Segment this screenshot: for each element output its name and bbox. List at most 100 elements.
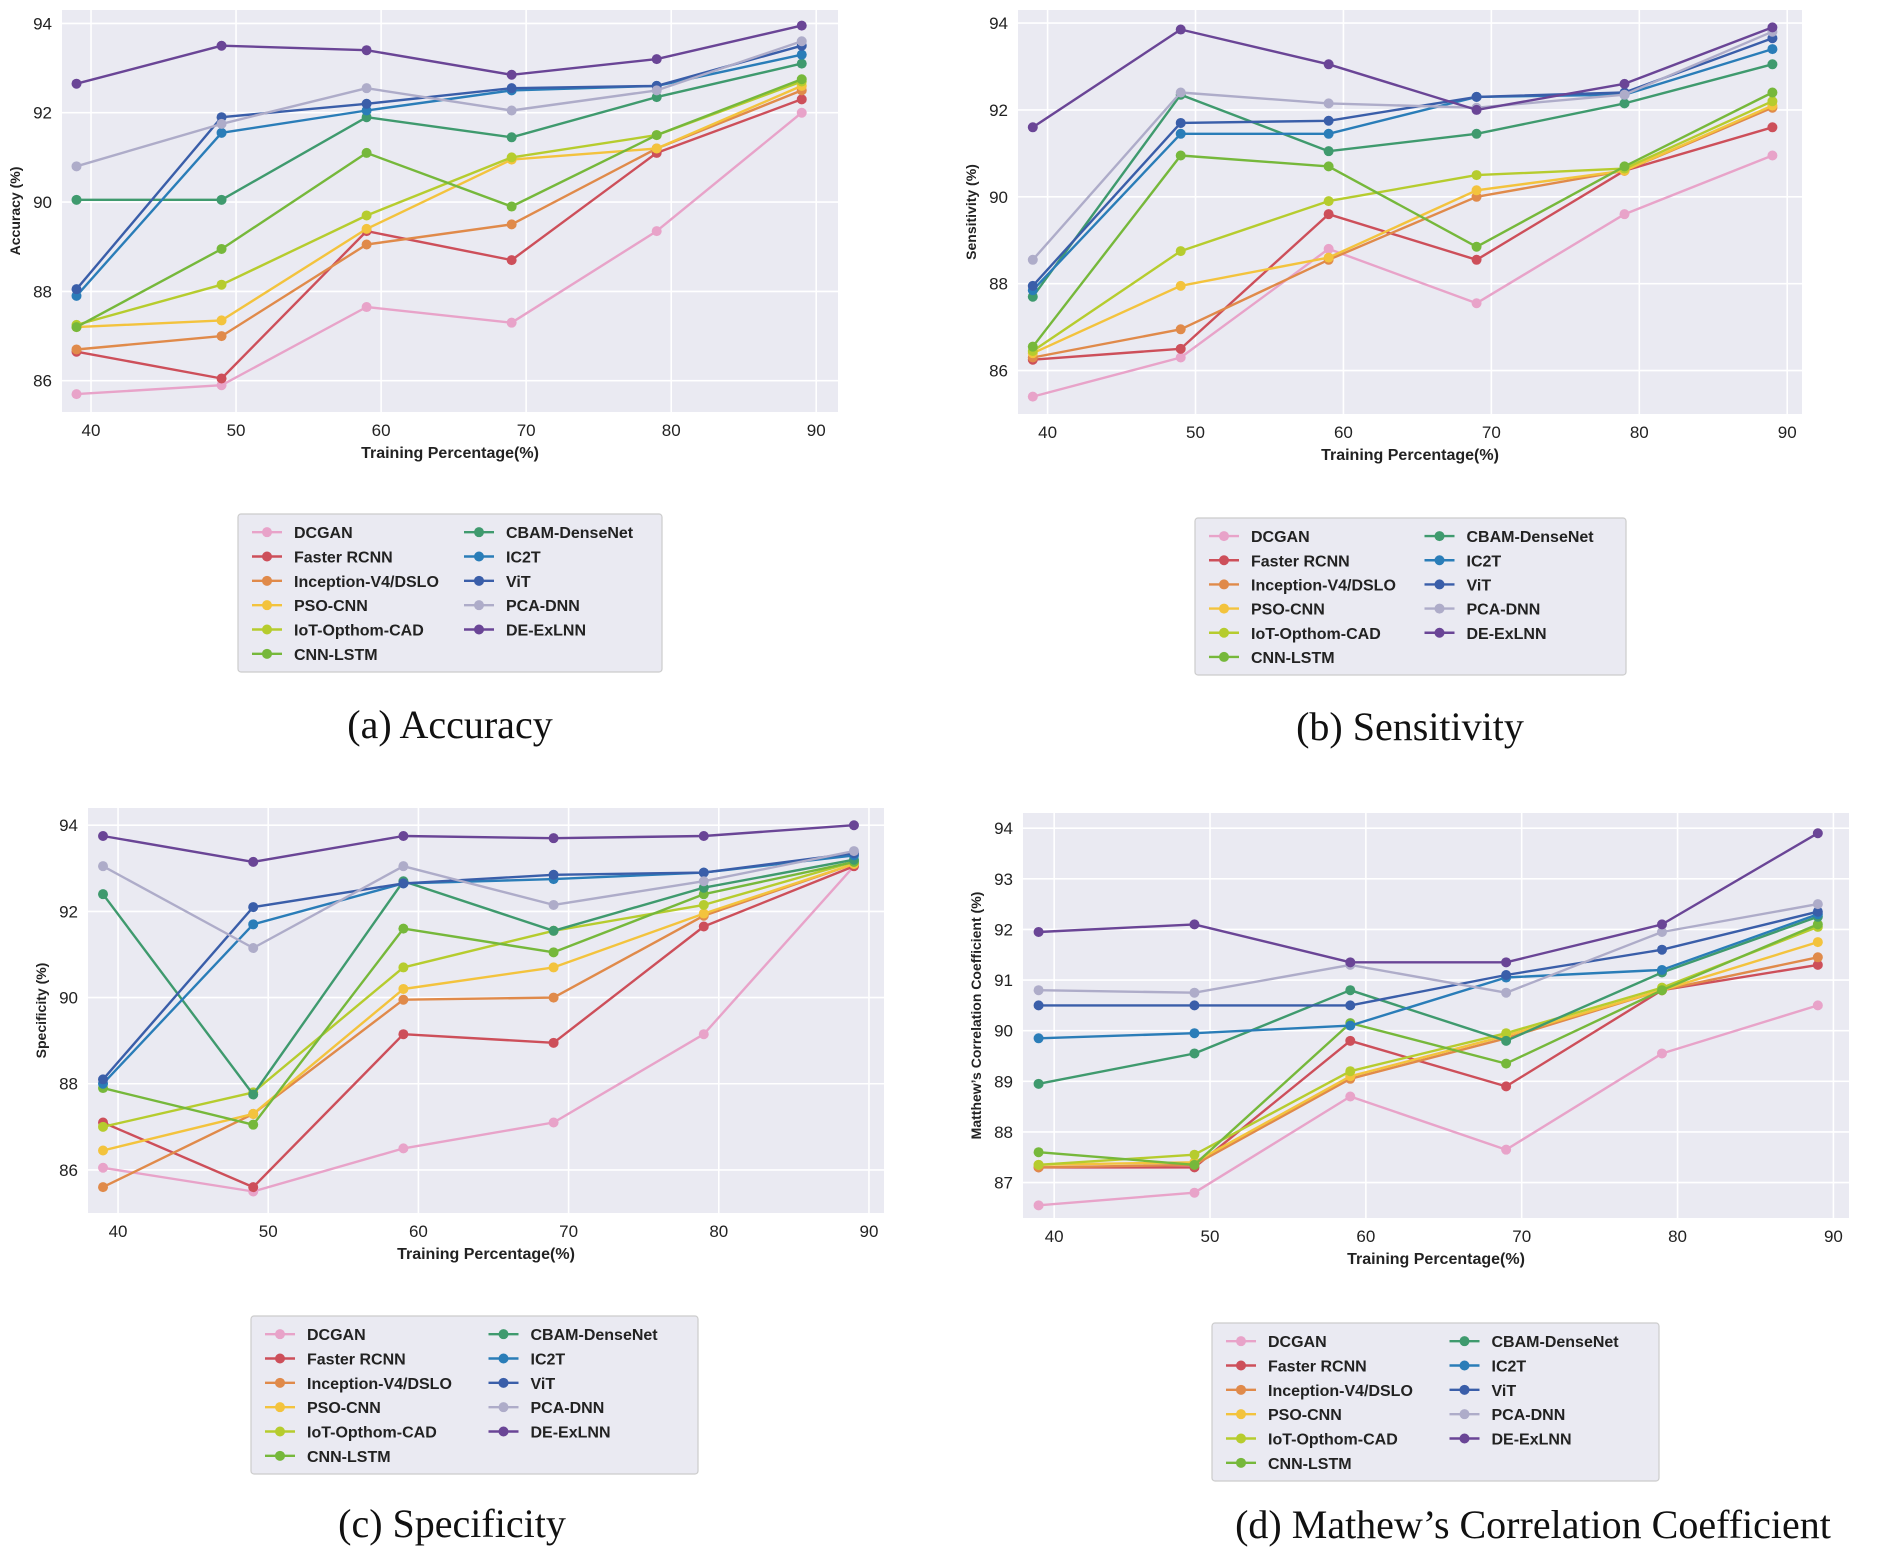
chart-1-point-pso-cnn: [216, 315, 227, 326]
chart-1: 40 50 60 70 80 90 86 88 90 92 94 Training Percentag…: [7, 10, 838, 747]
chart-2: 40 50 60 70 80 90 86 88 90 92 94 Training Percentag…: [963, 10, 1802, 749]
chart-2-point-dcgan: [1027, 391, 1038, 402]
chart-1-point-faster-rcnn: [796, 94, 807, 105]
chart-3-series-pca-dnn: [98, 846, 859, 954]
chart-2-legend-marker-pca-dnn: [1434, 603, 1445, 614]
chart-1-point-vit: [361, 98, 372, 109]
chart-4-line-cbam-densenet: [1038, 915, 1819, 1085]
chart-3-point-faster-rcnn: [698, 921, 709, 932]
chart-3-point-pca-dnn: [698, 876, 709, 887]
chart-1-point-cnn-lstm: [506, 201, 517, 212]
chart-2-point-inception-v4-dslo: [1175, 324, 1186, 335]
chart-3-line-iot-opthom-cad: [102, 860, 855, 1128]
chart-1-y-axis-label: Accuracy (%): [7, 167, 23, 256]
chart-3-legend-marker-pca-dnn: [498, 1402, 509, 1413]
chart-4-point-ic2t: [1656, 964, 1667, 975]
chart-4-point-dcgan: [1033, 1200, 1044, 1211]
chart-2-point-iot-opthom-cad: [1471, 170, 1482, 181]
chart-2-point-vit: [1471, 91, 1482, 102]
chart-4-legend-label-de-exlnn: DE-ExLNN: [1492, 1432, 1572, 1449]
chart-2-point-dcgan: [1175, 352, 1186, 363]
chart-4-point-cbam-densenet: [1033, 1078, 1044, 1089]
chart-2-point-de-exlnn: [1323, 59, 1334, 70]
chart-3-line-pca-dnn: [102, 849, 855, 950]
chart-2-point-de-exlnn: [1471, 104, 1482, 115]
chart-1-x-tick-label: 80: [662, 421, 681, 440]
chart-1-point-de-exlnn: [216, 40, 227, 51]
chart-4-y-tick-label: 93: [994, 870, 1013, 889]
chart-3-point-pso-cnn: [548, 962, 559, 973]
chart-3-point-pca-dnn: [848, 846, 859, 857]
chart-1-point-faster-rcnn: [216, 373, 227, 384]
chart-1-series-dcgan: [71, 107, 807, 400]
chart-3-legend-label-faster-rcnn: Faster RCNN: [307, 1352, 406, 1369]
chart-3-plot-area: [88, 808, 884, 1213]
chart-3-series-pso-cnn: [98, 859, 859, 1156]
chart-4-series-vit: [1033, 906, 1823, 1011]
chart-3-point-iot-opthom-cad: [398, 962, 409, 973]
chart-3-point-de-exlnn: [98, 831, 109, 842]
chart-4-point-vit: [1501, 970, 1512, 980]
chart-2-legend-label-dcgan: DCGAN: [1251, 529, 1310, 546]
chart-3-x-tick-label: 80: [709, 1222, 728, 1241]
chart-4-legend-label-iot-opthom-cad: IoT-Opthom-CAD: [1268, 1432, 1398, 1449]
chart-3-legend-label-vit: ViT: [531, 1376, 556, 1393]
chart-4-legend-marker-inception-v4-dslo: [1236, 1384, 1246, 1395]
chart-1-x-tick-label: 60: [372, 421, 391, 440]
chart-3-point-faster-rcnn: [398, 1029, 409, 1040]
chart-3-point-cbam-densenet: [98, 889, 109, 900]
chart-4-point-cbam-densenet: [1501, 1035, 1512, 1046]
chart-4-legend-label-inception-v4-dslo: Inception-V4/DSLO: [1268, 1383, 1413, 1400]
chart-3-legend-label-cbam-densenet: CBAM-DenseNet: [531, 1327, 659, 1344]
chart-4-point-ic2t: [1033, 1033, 1044, 1044]
chart-4-x-tick-label: 50: [1201, 1227, 1220, 1246]
chart-2-point-pso-cnn: [1175, 280, 1186, 291]
chart-1-legend-marker-ic2t: [474, 551, 484, 562]
chart-4-y-axis-label: Matthew’s Correlation Coefficient (%): [968, 892, 984, 1140]
chart-3-legend: DCGAN Faster RCNN Inception-V4/DSLO PSO-CNN…: [250, 1315, 699, 1475]
chart-3-legend-marker-ic2t: [498, 1353, 509, 1364]
chart-1-y-tick-label: 88: [33, 282, 52, 301]
chart-4-point-iot-opthom-cad: [1501, 1028, 1512, 1039]
chart-2-x-tick-label: 50: [1186, 423, 1205, 442]
chart-2-series-dcgan: [1027, 150, 1778, 402]
chart-1-legend-label-pca-dnn: PCA-DNN: [506, 598, 580, 615]
chart-3-legend-label-cnn-lstm: CNN-LSTM: [307, 1449, 391, 1466]
chart-1-point-vit: [71, 284, 82, 295]
chart-3-point-cnn-lstm: [548, 947, 559, 958]
chart-3-series-de-exlnn: [98, 820, 859, 867]
chart-3-x-tick-label: 90: [860, 1222, 879, 1241]
chart-3: 40 50 60 70 80 90 86 88 90 92 94 Training Percentag…: [33, 808, 884, 1546]
chart-4-point-dcgan: [1345, 1091, 1356, 1102]
chart-1-point-dcgan: [506, 317, 517, 328]
chart-3-legend-marker-dcgan: [275, 1329, 285, 1340]
chart-1-point-inception-v4-dslo: [506, 219, 517, 230]
chart-4-point-iot-opthom-cad: [1033, 1159, 1044, 1170]
chart-2-legend-marker-dcgan: [1219, 531, 1229, 542]
chart-4-point-cbam-densenet: [1189, 1048, 1200, 1059]
chart-3-line-pso-cnn: [102, 862, 855, 1152]
chart-2-x-axis-label: Training Percentage(%): [1321, 447, 1499, 464]
chart-3-legend-marker-cnn-lstm: [275, 1450, 285, 1461]
chart-1-y-tick-label: 90: [33, 193, 52, 212]
chart-3-y-tick-label: 88: [59, 1075, 78, 1094]
chart-1-legend-label-inception-v4-dslo: Inception-V4/DSLO: [294, 574, 439, 591]
chart-2-line-cnn-lstm: [1031, 91, 1773, 348]
chart-2-point-iot-opthom-cad: [1767, 96, 1778, 107]
chart-3-line-vit: [102, 852, 855, 1081]
chart-3-point-vit: [98, 1074, 109, 1085]
chart-3-point-de-exlnn: [248, 856, 259, 867]
chart-1-series-cbam-densenet: [71, 58, 807, 205]
chart-4-point-pca-dnn: [1812, 899, 1823, 910]
chart-3-point-faster-rcnn: [248, 1182, 259, 1193]
chart-2-point-faster-rcnn: [1471, 254, 1482, 265]
chart-3-point-cnn-lstm: [398, 923, 409, 934]
chart-3-point-pca-dnn: [98, 861, 109, 872]
chart-2-point-de-exlnn: [1767, 22, 1778, 33]
chart-4-legend-label-dcgan: DCGAN: [1268, 1334, 1327, 1351]
chart-2-legend: DCGAN Faster RCNN Inception-V4/DSLO PSO-CNN…: [1194, 517, 1627, 676]
chart-3-point-cnn-lstm: [248, 1119, 259, 1130]
chart-2-point-cnn-lstm: [1175, 150, 1186, 161]
chart-2-point-dcgan: [1767, 150, 1778, 161]
chart-3-point-vit: [698, 867, 709, 878]
